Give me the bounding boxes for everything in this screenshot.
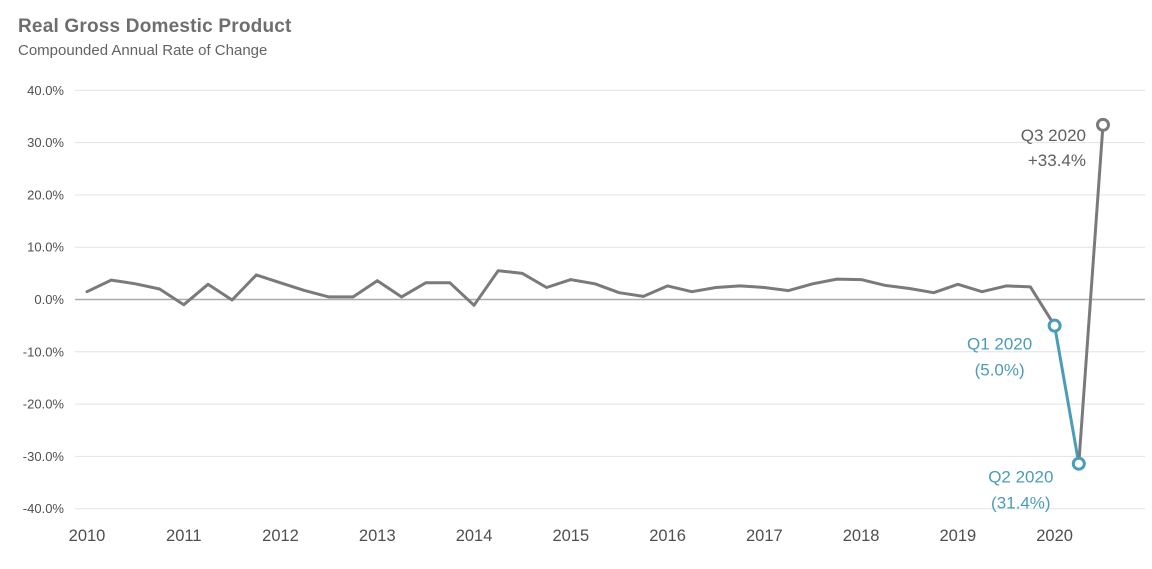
y-axis-tick-label: -10.0% [23, 344, 65, 359]
x-axis-tick-label: 2016 [649, 527, 686, 545]
x-axis-tick-label: 2011 [166, 527, 201, 545]
gdp-line-segment [1077, 123, 1105, 466]
annotation-quarter-label: Q3 2020 [1021, 126, 1086, 145]
y-axis-tick-label: -30.0% [23, 449, 65, 464]
x-axis-tick-label: 2010 [69, 527, 106, 545]
annotation-quarter-label: Q1 2020 [967, 335, 1032, 354]
x-axis-tick-label: 2013 [359, 527, 396, 545]
y-axis-tick-label: 10.0% [27, 240, 64, 255]
data-point-marker [1047, 318, 1062, 333]
y-axis-tick-label: -40.0% [23, 501, 65, 516]
chart-title: Real Gross Domestic Product [18, 16, 292, 37]
gdp-line-segment [85, 269, 1057, 328]
data-point-marker [1096, 117, 1110, 132]
gdp-line-segment-highlight [1053, 324, 1081, 466]
annotation-value-label: (5.0%) [975, 361, 1025, 380]
x-axis-tick-label: 2015 [552, 527, 589, 545]
annotation-value-label: (31.4%) [991, 494, 1051, 513]
x-axis-tick-label: 2019 [939, 527, 976, 545]
x-axis-tick-label: 2012 [262, 527, 299, 545]
annotation-value-label: +33.4% [1028, 151, 1086, 170]
x-axis-tick-label: 2020 [1036, 527, 1073, 545]
y-axis-tick-label: -20.0% [23, 397, 65, 412]
annotation-quarter-label: Q2 2020 [988, 468, 1053, 487]
chart-header: Real Gross Domestic Product Compounded A… [18, 16, 292, 59]
y-axis-tick-label: 30.0% [27, 135, 64, 150]
data-point-marker [1071, 456, 1086, 471]
x-axis-tick-label: 2018 [843, 527, 880, 545]
x-axis-tick-label: 2017 [746, 527, 783, 545]
x-axis-tick-label: 2014 [456, 527, 493, 545]
y-axis-tick-label: 20.0% [27, 187, 64, 202]
chart-subtitle: Compounded Annual Rate of Change [18, 42, 268, 59]
y-axis-tick-label: 0.0% [34, 292, 64, 307]
y-axis-tick-label: 40.0% [27, 83, 64, 98]
